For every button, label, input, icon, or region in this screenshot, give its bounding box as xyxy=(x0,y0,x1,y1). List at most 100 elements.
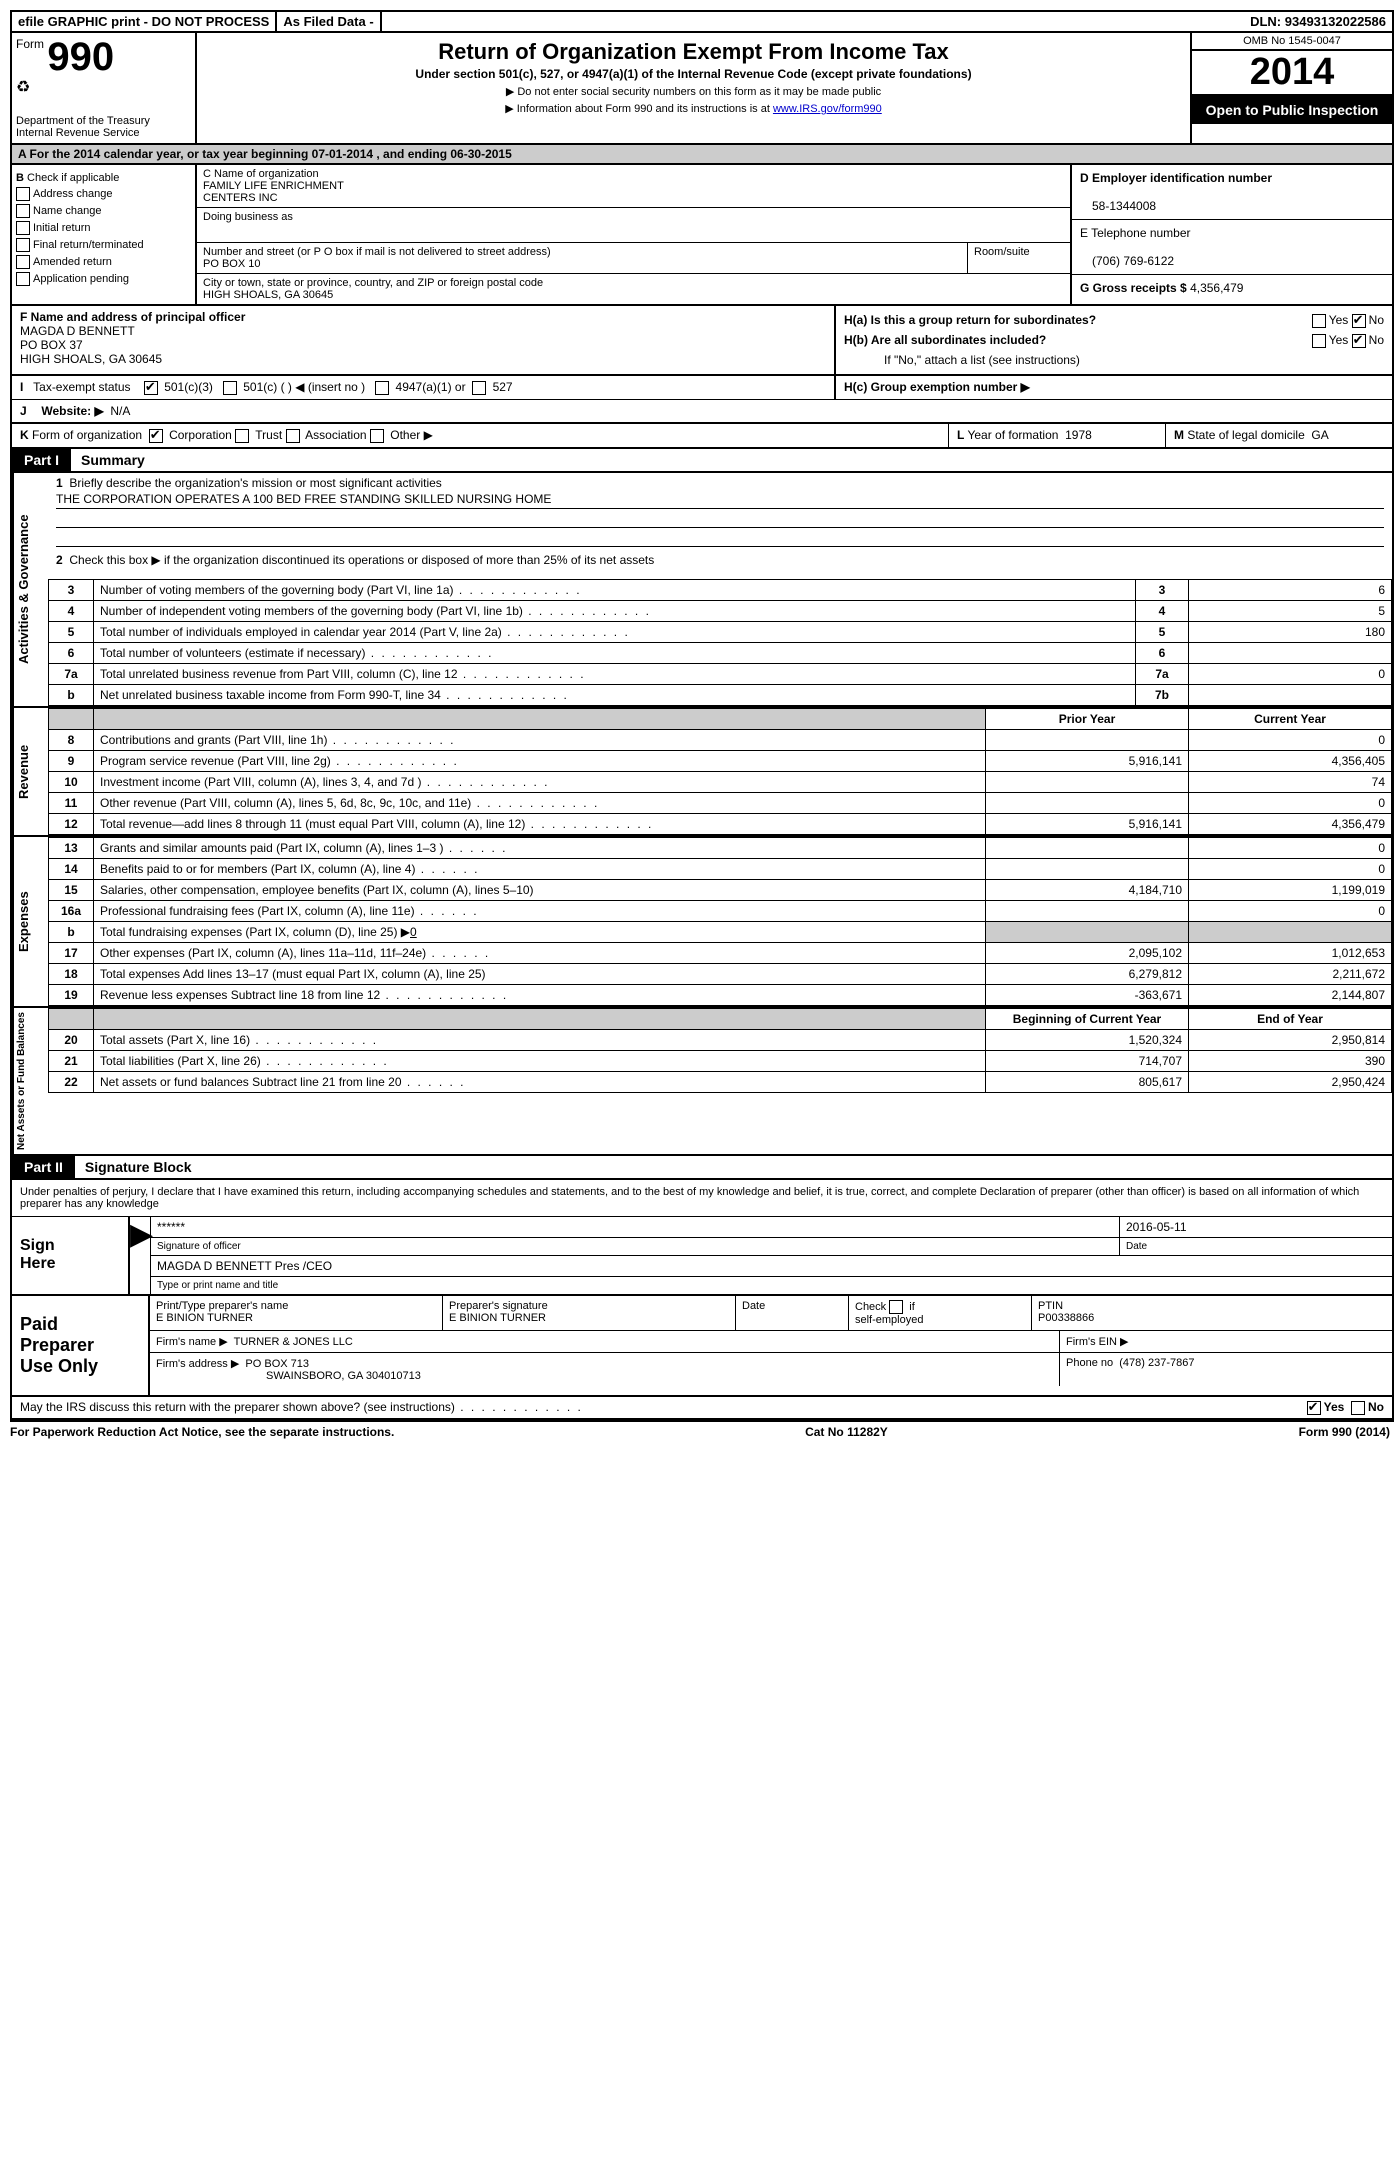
m-label: M xyxy=(1174,428,1184,442)
line-15-label: Salaries, other compensation, employee b… xyxy=(100,883,534,897)
checkbox-trust[interactable] xyxy=(235,429,249,443)
instruction-1: ▶ Do not enter social security numbers o… xyxy=(205,85,1182,98)
checkbox-final-return[interactable] xyxy=(16,238,30,252)
checkbox-initial-return[interactable] xyxy=(16,221,30,235)
discuss-row: May the IRS discuss this return with the… xyxy=(12,1397,1392,1420)
line-7b-value xyxy=(1189,684,1392,705)
governance-table: 3Number of voting members of the governi… xyxy=(48,579,1392,706)
line-1-wrap: 1 Briefly describe the organization's mi… xyxy=(48,473,1392,550)
section-f: F Name and address of principal officer … xyxy=(12,306,836,374)
prep-row-3: Firm's address ▶ PO BOX 713 SWAINSBORO, … xyxy=(150,1353,1392,1386)
checkbox-discuss-no[interactable] xyxy=(1351,1401,1365,1415)
line-20-label: Total assets (Part X, line 16) xyxy=(100,1033,378,1047)
line-20-current: 2,950,814 xyxy=(1189,1029,1392,1050)
discuss-no-label: No xyxy=(1368,1400,1384,1414)
checkbox-discuss-yes[interactable] xyxy=(1307,1401,1321,1415)
line-2-text: Check this box ▶ if the organization dis… xyxy=(69,553,654,567)
line-7b-label: Net unrelated business taxable income fr… xyxy=(100,688,569,702)
eoy-header: End of Year xyxy=(1189,1008,1392,1029)
column-c: C Name of organization FAMILY LIFE ENRIC… xyxy=(197,165,1072,304)
checkbox-assoc[interactable] xyxy=(286,429,300,443)
form-subtitle: Under section 501(c), 527, or 4947(a)(1)… xyxy=(205,67,1182,81)
irs-link[interactable]: www.IRS.gov/form990 xyxy=(773,103,882,115)
prep-row-2: Firm's name ▶ TURNER & JONES LLC Firm's … xyxy=(150,1331,1392,1353)
sign-arrow-icon: ▶ xyxy=(130,1217,151,1294)
line-9-label: Program service revenue (Part VIII, line… xyxy=(100,754,459,768)
f-h-block: F Name and address of principal officer … xyxy=(12,306,1392,376)
phone-block: E Telephone number (706) 769-6122 xyxy=(1072,220,1392,275)
preparer-content: Print/Type preparer's name E BINION TURN… xyxy=(150,1296,1392,1395)
city-block: City or town, state or province, country… xyxy=(197,274,1070,304)
dept-irs: Internal Revenue Service xyxy=(16,127,191,139)
discuss-yes-label: Yes xyxy=(1324,1400,1345,1414)
line-14-current: 0 xyxy=(1189,858,1392,879)
ptin-value: P00338866 xyxy=(1038,1312,1094,1324)
checkbox-name-change[interactable] xyxy=(16,204,30,218)
checkbox-hb-yes[interactable] xyxy=(1312,334,1326,348)
section-net-assets: Net Assets or Fund Balances Beginning of… xyxy=(12,1008,1392,1156)
prep-name-label: Print/Type preparer's name xyxy=(156,1300,288,1312)
firm-addr-2: SWAINSBORO, GA 304010713 xyxy=(156,1370,421,1382)
checkbox-address-change[interactable] xyxy=(16,187,30,201)
label-name-change: Name change xyxy=(33,205,102,217)
opt-501c3: 501(c)(3) xyxy=(164,380,213,394)
hc-label: H(c) Group exemption number ▶ xyxy=(844,380,1030,394)
line-i-row: I Tax-exempt status 501(c)(3) 501(c) ( )… xyxy=(12,376,1392,400)
net-assets-table: Beginning of Current YearEnd of Year 20T… xyxy=(48,1008,1392,1093)
checkbox-application-pending[interactable] xyxy=(16,272,30,286)
column-d: D Employer identification number 58-1344… xyxy=(1072,165,1392,304)
firm-phone-label: Phone no xyxy=(1066,1357,1113,1369)
checkbox-corp[interactable] xyxy=(149,429,163,443)
line-7a-label: Total unrelated business revenue from Pa… xyxy=(100,667,586,681)
h-b-line: H(b) Are all subordinates included? Yes … xyxy=(844,330,1384,350)
room-label: Room/suite xyxy=(974,246,1064,258)
line-10-prior xyxy=(986,771,1189,792)
checkbox-ha-no[interactable] xyxy=(1352,314,1366,328)
label-amended-return: Amended return xyxy=(33,256,112,268)
checkbox-527[interactable] xyxy=(472,381,486,395)
checkbox-4947[interactable] xyxy=(375,381,389,395)
line-18-label: Total expenses Add lines 13–17 (must equ… xyxy=(100,967,486,981)
dba-block: Doing business as xyxy=(197,208,1070,243)
checkbox-amended-return[interactable] xyxy=(16,255,30,269)
sig-row-1-labels: Signature of officer Date xyxy=(151,1238,1392,1256)
prior-year-header: Prior Year xyxy=(986,708,1189,729)
i-text: Tax-exempt status xyxy=(33,380,130,394)
revenue-content: Prior YearCurrent Year 8Contributions an… xyxy=(48,708,1392,835)
l-text: Year of formation xyxy=(967,428,1058,442)
line-10-label: Investment income (Part VIII, column (A)… xyxy=(100,775,549,789)
sig-officer-label: Signature of officer xyxy=(151,1238,1120,1255)
firm-addr-label: Firm's address ▶ xyxy=(156,1358,239,1370)
line-22-prior: 805,617 xyxy=(986,1071,1189,1092)
line-klm: K Form of organization Corporation Trust… xyxy=(12,424,1392,449)
line-16b-grey1 xyxy=(986,921,1189,942)
paid-preparer-block: Paid Preparer Use Only Print/Type prepar… xyxy=(12,1296,1392,1397)
section-governance: Activities & Governance 1 Briefly descri… xyxy=(12,473,1392,708)
prep-sig-label: Preparer's signature xyxy=(449,1300,548,1312)
form-number: 990 xyxy=(47,35,114,79)
line-21-label: Total liabilities (Part X, line 26) xyxy=(100,1054,389,1068)
checkbox-self-employed[interactable] xyxy=(889,1300,903,1314)
vert-net-assets: Net Assets or Fund Balances xyxy=(12,1008,48,1154)
efile-notice: efile GRAPHIC print - DO NOT PROCESS xyxy=(12,12,277,31)
checkbox-501c[interactable] xyxy=(223,381,237,395)
dln-value: 93493132022586 xyxy=(1285,14,1386,29)
line-13-label: Grants and similar amounts paid (Part IX… xyxy=(100,841,508,855)
city-label: City or town, state or province, country… xyxy=(203,277,1064,289)
checkbox-ha-yes[interactable] xyxy=(1312,314,1326,328)
checkbox-other[interactable] xyxy=(370,429,384,443)
line-21-current: 390 xyxy=(1189,1050,1392,1071)
top-spacer xyxy=(382,12,1244,31)
h-c-line: H(c) Group exemption number ▶ xyxy=(836,376,1392,399)
checkbox-hb-no[interactable] xyxy=(1352,334,1366,348)
label-application-pending: Application pending xyxy=(33,273,129,285)
gross-receipts-block: G Gross receipts $ 4,356,479 xyxy=(1072,275,1392,301)
line-22-current: 2,950,424 xyxy=(1189,1071,1392,1092)
h-a-line: H(a) Is this a group return for subordin… xyxy=(844,310,1384,330)
opt-trust: Trust xyxy=(255,428,282,442)
firm-ein-label: Firm's EIN ▶ xyxy=(1066,1336,1129,1348)
checkbox-501c3[interactable] xyxy=(144,381,158,395)
vert-revenue: Revenue xyxy=(12,708,48,835)
hb-no-label: No xyxy=(1369,333,1384,347)
l-label: L xyxy=(957,428,964,442)
